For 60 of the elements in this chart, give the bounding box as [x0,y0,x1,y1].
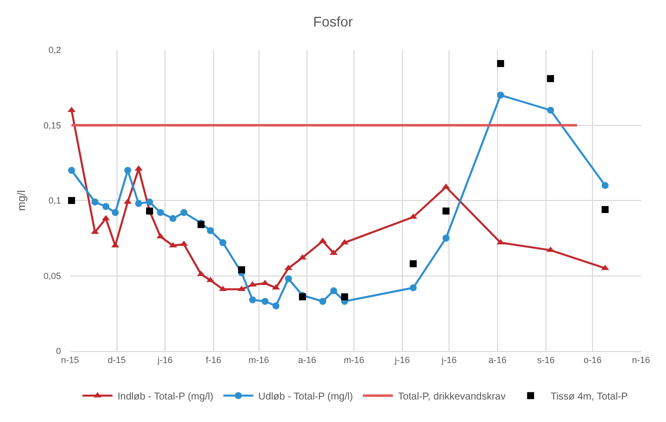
point [272,284,280,290]
y-tick-label: 0,15 [43,120,61,130]
point [68,166,76,174]
point [547,75,554,82]
legend-label: Tissø 4m, Total-P [550,392,628,402]
x-tick-label: j-16 [156,354,173,365]
legend-label: Udløb - Total-P (mg/l) [258,392,353,402]
y-axis-title: mg/l [16,190,28,211]
point [102,203,110,210]
point [156,209,164,216]
point [602,182,609,189]
x-tick-label: f-16 [206,354,222,365]
x-tick-label: j-16 [440,354,457,365]
x-tick-label: d-15 [108,354,126,365]
point [497,92,504,99]
chart-title: Fosfor [313,14,354,30]
x-tick-label: n-15 [60,354,80,365]
point [169,215,176,222]
x-tick-label: j-16 [394,354,410,365]
point [112,209,119,216]
point [146,198,154,206]
x-tick-label: o-16 [584,354,602,365]
x-tick-label: a-16 [298,354,316,365]
point [330,287,338,294]
point [442,234,450,242]
point [272,302,280,310]
point [134,165,143,171]
point [206,276,214,282]
point [497,60,504,68]
point [124,166,132,174]
point [284,275,292,282]
legend-label: Total-P, drikkevandskrav [398,392,506,402]
point [442,208,450,215]
y-tick-label: 0 [56,346,61,356]
point [410,284,417,292]
point [262,298,269,305]
point [180,209,188,216]
legend-label: Indløb - Total-P (mg/l) [118,392,214,402]
point [238,266,246,274]
x-tick-label: n-16 [632,354,650,365]
point [91,198,98,206]
point [238,286,246,292]
x-tick-label: m-16 [248,354,270,365]
point [135,200,142,208]
point [602,206,609,214]
point [68,197,76,204]
point [547,106,554,114]
point [341,293,348,300]
point [218,286,227,292]
point [206,227,214,234]
point [410,260,417,268]
y-tick-label: 0,1 [48,196,61,206]
point [219,239,226,246]
point [249,296,256,304]
x-tick-label: m-16 [344,354,364,365]
x-tick-label: s-16 [537,354,555,365]
x-tick-label: a-16 [488,354,506,365]
y-tick-label: 0,2 [48,45,61,56]
y-tick-label: 0,05 [43,270,61,281]
point [319,298,326,305]
